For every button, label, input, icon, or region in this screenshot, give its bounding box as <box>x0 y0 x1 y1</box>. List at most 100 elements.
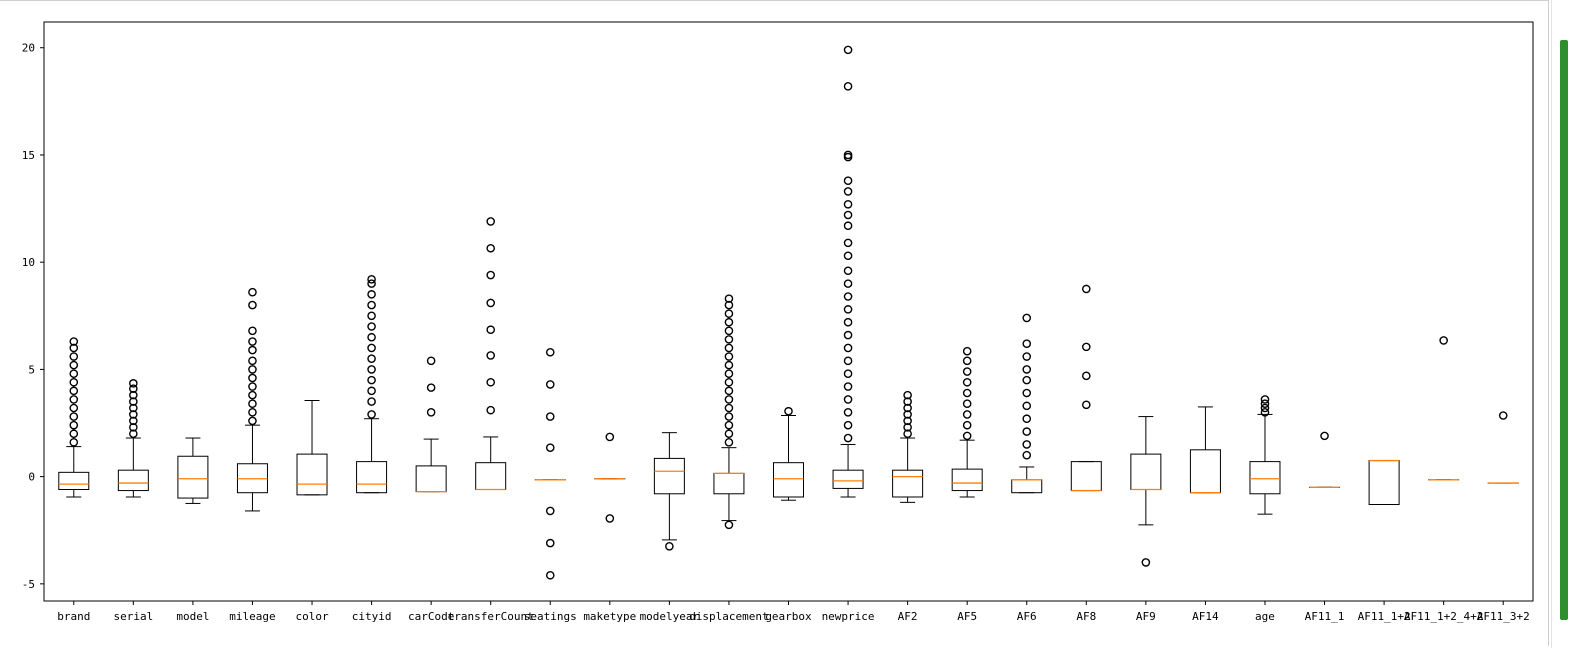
outlier-point <box>843 317 853 327</box>
box-group-AF11_3+2 <box>1487 411 1519 484</box>
outlier-point <box>545 380 555 389</box>
x-tick-label: displacement <box>689 610 768 623</box>
outlier-point <box>962 399 972 409</box>
outlier-point <box>843 187 853 196</box>
outlier-point <box>367 300 376 310</box>
box-iqr <box>1249 461 1281 495</box>
box-iqr <box>296 453 328 496</box>
outlier-point <box>367 290 376 299</box>
outlier-point <box>248 407 257 417</box>
outlier-point <box>248 326 257 336</box>
outlier-point <box>1022 388 1032 398</box>
outlier-point <box>724 317 734 327</box>
box-iqr <box>177 455 209 499</box>
outlier-point <box>962 356 972 366</box>
x-tick-label: age <box>1255 610 1275 623</box>
outlier-point <box>903 390 912 400</box>
outlier-point <box>545 538 555 548</box>
box-iqr <box>58 471 90 490</box>
y-tick-label: 0 <box>28 471 35 484</box>
outlier-point <box>843 305 853 314</box>
outlier-point <box>69 438 79 447</box>
box-group-displacement <box>713 294 745 530</box>
outlier-point <box>724 343 734 353</box>
x-tick-label: AF11_1 <box>1305 610 1345 623</box>
box-group-gearbox <box>773 406 804 501</box>
y-tick-label: 20 <box>22 42 35 55</box>
x-tick-label: cityid <box>352 610 392 623</box>
outlier-point <box>1022 440 1032 449</box>
outlier-point <box>486 377 496 387</box>
box-iqr <box>832 469 864 489</box>
outlier-point <box>1320 431 1329 441</box>
x-tick-label: AF2 <box>898 610 918 623</box>
outlier-point <box>843 407 853 417</box>
outlier-point <box>843 420 853 430</box>
box-group-serial <box>117 379 149 498</box>
box-group-AF11_1 <box>1309 431 1341 488</box>
outlier-point <box>248 356 257 366</box>
outlier-point <box>486 405 496 415</box>
outlier-point <box>724 429 734 439</box>
box-group-mileage <box>236 287 268 512</box>
outlier-point <box>1022 450 1032 460</box>
outlier-point <box>724 300 734 310</box>
box-group-seatings <box>534 347 566 580</box>
box-iqr <box>415 465 447 493</box>
box-iqr <box>1189 449 1221 494</box>
outlier-point <box>903 422 912 432</box>
outlier-point <box>367 397 376 406</box>
box-group-cityid <box>356 275 388 494</box>
outlier-point <box>1439 336 1448 345</box>
x-tick-label: transferCount <box>448 610 534 623</box>
box-group-AF6 <box>1011 313 1043 494</box>
scrollbar-thumb[interactable] <box>1560 40 1568 620</box>
outlier-point <box>903 429 912 439</box>
outlier-point <box>129 429 138 439</box>
outlier-point <box>69 386 79 396</box>
box-group-age <box>1249 395 1281 515</box>
outlier-point <box>724 326 734 336</box>
outlier-point <box>903 416 912 426</box>
box-group-AF11_1+2 <box>1368 459 1400 505</box>
x-tick-label: maketype <box>583 610 636 623</box>
box-group-model <box>177 437 209 504</box>
outlier-point <box>129 397 138 406</box>
outlier-point <box>1022 375 1032 385</box>
outlier-point <box>426 383 436 392</box>
outlier-point <box>724 360 734 370</box>
outlier-point <box>1260 407 1270 417</box>
outlier-point <box>129 416 138 426</box>
outlier-point <box>724 386 734 396</box>
outlier-point <box>843 221 853 231</box>
outlier-point <box>605 514 615 523</box>
x-tick-label: AF11_1+2_4+2 <box>1404 610 1483 623</box>
outlier-point <box>962 431 972 441</box>
outlier-point <box>843 330 853 340</box>
outlier-point <box>843 369 853 378</box>
outlier-point <box>426 407 436 417</box>
outlier-point <box>1022 313 1032 323</box>
outlier-point <box>843 356 853 366</box>
box-group-modelyear <box>653 432 685 551</box>
outlier-point <box>1022 339 1032 348</box>
outlier-point <box>545 347 555 357</box>
outlier-point <box>843 433 853 443</box>
outlier-point <box>843 292 853 301</box>
x-tick-label: mileage <box>229 610 275 623</box>
outlier-point <box>69 337 79 346</box>
x-tick-label: AF5 <box>957 610 977 623</box>
outlier-point <box>1022 352 1032 361</box>
x-tick-label: seatings <box>524 610 577 623</box>
box-group-AF2 <box>892 390 924 503</box>
x-tick-label: AF11_3+2 <box>1477 610 1530 623</box>
outlier-point <box>1082 400 1091 410</box>
outlier-point <box>724 369 734 378</box>
x-axis: brand serial model mileage color cityid carCod… <box>57 601 1530 623</box>
outlier-point <box>367 332 376 342</box>
box-group-newprice <box>832 45 864 498</box>
outlier-point <box>248 337 257 346</box>
outlier-point <box>248 399 257 409</box>
